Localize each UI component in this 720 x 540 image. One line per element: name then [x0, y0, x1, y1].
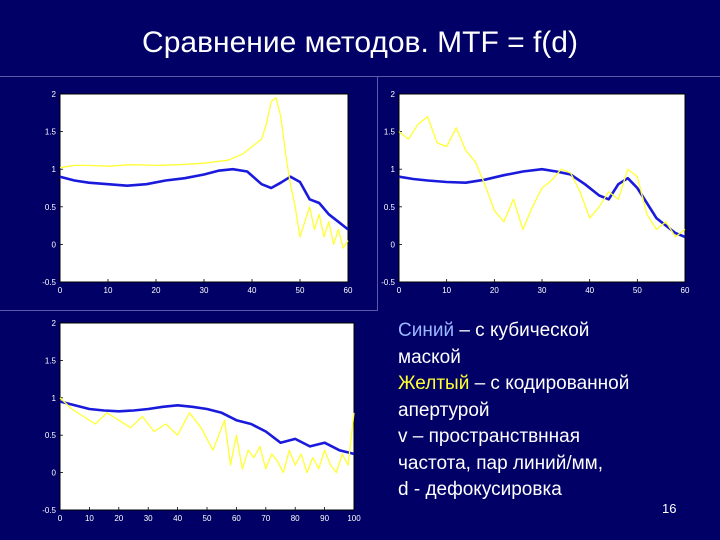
legend-blue-word: Синий [398, 320, 455, 341]
legend-v-line2: частота, пар линий/мм, [398, 452, 604, 474]
legend-yellow-word: Желтый [398, 373, 470, 394]
chart1-xtick-label: 40 [248, 286, 257, 295]
slide-number: 16 [662, 501, 677, 516]
chart1-ytick-label: 1.5 [45, 128, 57, 137]
chart2-xtick-label: 0 [397, 286, 402, 295]
chart1-plot-area [59, 93, 349, 283]
chart3-series-yellow [59, 397, 355, 474]
v-label: v [322, 258, 332, 279]
chart1-title: d = 0.55mm [66, 258, 167, 279]
chart1-xtick-label: 60 [344, 286, 353, 295]
chart3-xtick-label: 70 [261, 514, 270, 523]
chart3-xtick-label: 40 [173, 514, 182, 523]
legend-blue-line2: маской [398, 346, 461, 368]
chart2-xtick-label: 10 [442, 286, 451, 295]
chart3-ytick-label: -0.5 [42, 506, 56, 515]
chart2-title: d = 1.1mm [406, 262, 497, 283]
chart3-plot-area [59, 322, 355, 511]
chart1-xtick-label: 20 [152, 286, 161, 295]
chart1-ytick-label: 1 [52, 165, 57, 174]
legend-v-line1: v – пространствнная [398, 426, 581, 447]
chart2-series-blue [398, 167, 686, 239]
slide-title: Сравнение методов. MTF = f(d) [142, 26, 578, 59]
chart3-xtick-label: 30 [144, 514, 153, 523]
chart1-ytick-label: 0 [52, 240, 57, 249]
chart1-series-yellow [59, 97, 349, 249]
legend-d-line: d - дефокусировка [398, 479, 562, 500]
legend-yellow-line: Желтый – с кодированной [398, 371, 708, 398]
legend-blue-line: Синий – с кубической [398, 318, 708, 345]
chart1-ytick-label: -0.5 [42, 278, 56, 287]
chart3-xtick-label: 10 [85, 514, 94, 523]
chart2-ytick-label: 0.5 [384, 203, 396, 212]
legend-yellow-rest: – с кодированной [469, 373, 630, 394]
chart2-xtick-label: 50 [633, 286, 642, 295]
legend-blue-rest: – с кубической [454, 320, 590, 341]
chart3-title: d = 2.2mm [66, 477, 157, 498]
chart3-ytick-label: 2 [52, 319, 57, 328]
chart3-ytick-label: 1.5 [45, 356, 57, 365]
chart2-ytick-label: 2 [391, 90, 396, 99]
chart3-xtick-label: 80 [291, 514, 300, 523]
chart1-ytick-label: 0.5 [45, 203, 57, 212]
chart1-ytick-label: 2 [52, 90, 57, 99]
chart3-xtick-label: 100 [347, 514, 361, 523]
chart2-ytick-label: 1 [391, 165, 396, 174]
chart3-xtick-label: 0 [58, 514, 63, 523]
chart1-xtick-label: 0 [58, 286, 63, 295]
chart3-xtick-label: 20 [114, 514, 123, 523]
divider-middle [0, 310, 378, 311]
mtf-label: MTF [66, 97, 106, 118]
divider-vertical [377, 76, 378, 310]
chart3-xtick-label: 90 [320, 514, 329, 523]
chart3-xtick-label: 50 [203, 514, 212, 523]
chart2-series-yellow [398, 115, 686, 238]
chart2-xtick-label: 60 [681, 286, 690, 295]
chart2-xtick-label: 40 [585, 286, 594, 295]
chart1-xtick-label: 30 [200, 286, 209, 295]
chart2-xtick-label: 30 [538, 286, 547, 295]
chart3-series-blue [59, 400, 355, 456]
chart2-xtick-label: 20 [490, 286, 499, 295]
chart3-ytick-label: 0.5 [45, 431, 57, 440]
legend-text: Синий – с кубической маской Желтый – с к… [398, 318, 708, 504]
chart3-ytick-label: 0 [52, 469, 57, 478]
chart1-series-blue [59, 167, 349, 231]
chart3-xtick-label: 60 [232, 514, 241, 523]
chart2-ytick-label: 1.5 [384, 128, 396, 137]
chart2-ytick-label: -0.5 [381, 278, 395, 287]
divider-top [0, 76, 720, 77]
chart2-ytick-label: 0 [391, 240, 396, 249]
chart1-xtick-label: 10 [104, 286, 113, 295]
chart1-xtick-label: 50 [296, 286, 305, 295]
chart3-ytick-label: 1 [52, 394, 57, 403]
legend-yellow-line2: апертурой [398, 399, 490, 421]
